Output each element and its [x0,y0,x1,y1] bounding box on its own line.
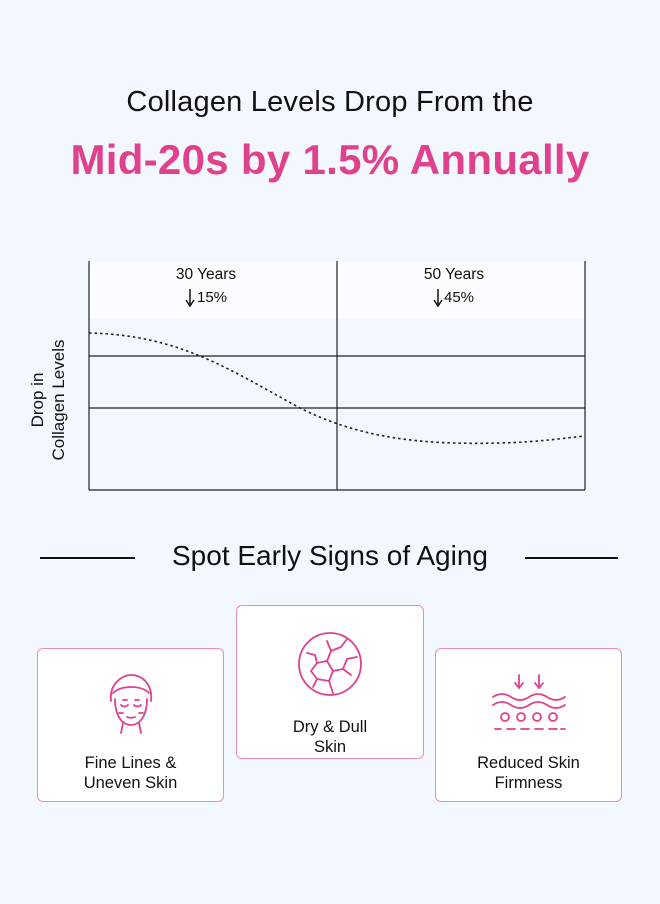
card-label: Dry & Dull Skin [237,717,423,757]
annotation-age-30: 30 Years [176,266,237,283]
card-label-line-1: Fine Lines & [84,754,177,772]
cracked-skin-icon [298,632,362,696]
subheadline: Mid-20s by 1.5% Annually [70,136,590,183]
card-label: Reduced Skin Firmness [436,753,621,793]
card-label-line-1: Reduced Skin [477,754,580,772]
sign-card-firmness: Reduced Skin Firmness [435,648,622,802]
annotation-drop-30: 15% [197,289,227,306]
section-divider-right [525,557,618,559]
card-label: Fine Lines & Uneven Skin [38,753,223,793]
sign-card-dry-skin: Dry & Dull Skin [236,605,424,759]
annotation-age-50: 50 Years [424,266,485,283]
section-divider-left [40,557,135,559]
skin-layers-icon [491,674,566,730]
y-axis-label-line-1: Drop in [28,372,47,428]
sign-card-fine-lines: Fine Lines & Uneven Skin [37,648,224,802]
card-label-line-1: Dry & Dull [292,718,368,736]
annotation-drop-50: 45% [444,289,474,306]
chart-y-axis-label: Drop in Collagen Levels [27,300,77,500]
headline: Collagen Levels Drop From the [126,86,534,118]
card-label-line-2: Uneven Skin [83,774,178,792]
card-label-line-2: Firmness [494,774,563,792]
face-lines-icon [109,674,152,734]
down-arrow-icon [185,289,195,308]
collagen-curve [88,332,586,445]
chart-header-band [90,261,585,319]
down-arrow-icon [433,289,443,308]
card-label-line-2: Skin [313,738,347,756]
section-title: Spot Early Signs of Aging [172,540,488,571]
y-axis-label-line-2: Collagen Levels [49,339,68,461]
